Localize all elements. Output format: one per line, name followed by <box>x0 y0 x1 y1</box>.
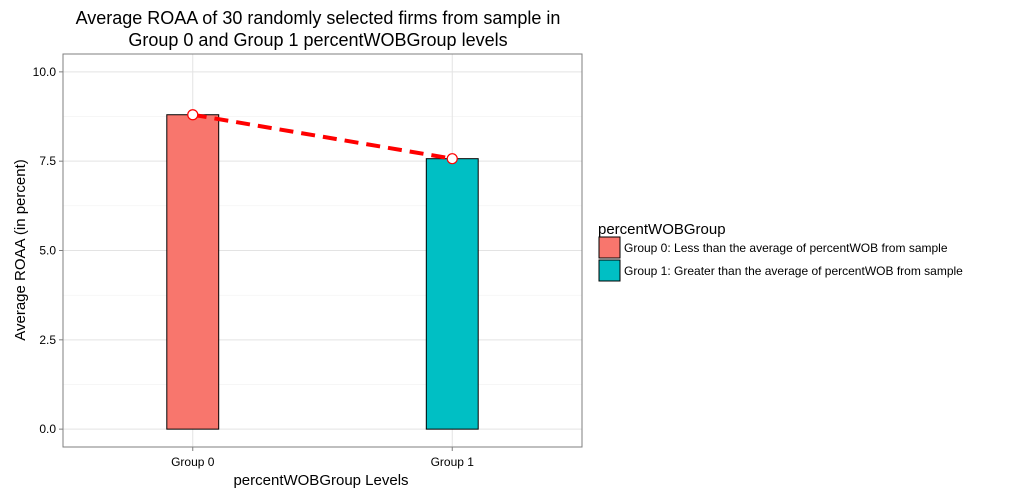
y-axis-ticks: 0.0 2.5 5.0 7.5 10.0 <box>33 65 63 436</box>
major-grid <box>63 54 582 447</box>
chart-title-line-2: Group 0 and Group 1 percentWOBGroup leve… <box>128 30 507 50</box>
x-axis-title: percentWOBGroup Levels <box>233 472 408 489</box>
legend-swatch-1 <box>598 259 621 282</box>
bars <box>166 114 479 430</box>
legend-label-0: Group 0: Less than the average of percen… <box>624 241 948 255</box>
mean-point-0 <box>187 109 199 121</box>
legend: percentWOBGroup Group 0: Less than the a… <box>598 221 963 282</box>
bar-group-1 <box>425 158 479 430</box>
y-tick-label: 7.5 <box>39 154 56 168</box>
x-tick-label: Group 0 <box>171 455 215 469</box>
x-tick-label: Group 1 <box>431 455 475 469</box>
legend-label-1: Group 1: Greater than the average of per… <box>624 264 963 278</box>
y-tick-label: 2.5 <box>39 333 56 347</box>
y-tick-label: 5.0 <box>39 244 56 258</box>
x-axis-ticks: Group 0 Group 1 <box>171 447 474 469</box>
y-tick-label: 0.0 <box>39 422 56 436</box>
minor-grid <box>63 116 582 385</box>
legend-title: percentWOBGroup <box>598 221 726 238</box>
y-tick-label: 10.0 <box>33 65 57 79</box>
y-axis-title: Average ROAA (in percent) <box>12 159 29 340</box>
chart-title-line-1: Average ROAA of 30 randomly selected fir… <box>76 8 561 28</box>
mean-connector-line <box>192 112 453 161</box>
mean-point-1 <box>446 153 458 165</box>
mean-line <box>187 109 458 165</box>
legend-swatch-0 <box>598 236 621 259</box>
bar-group-0 <box>166 114 220 430</box>
